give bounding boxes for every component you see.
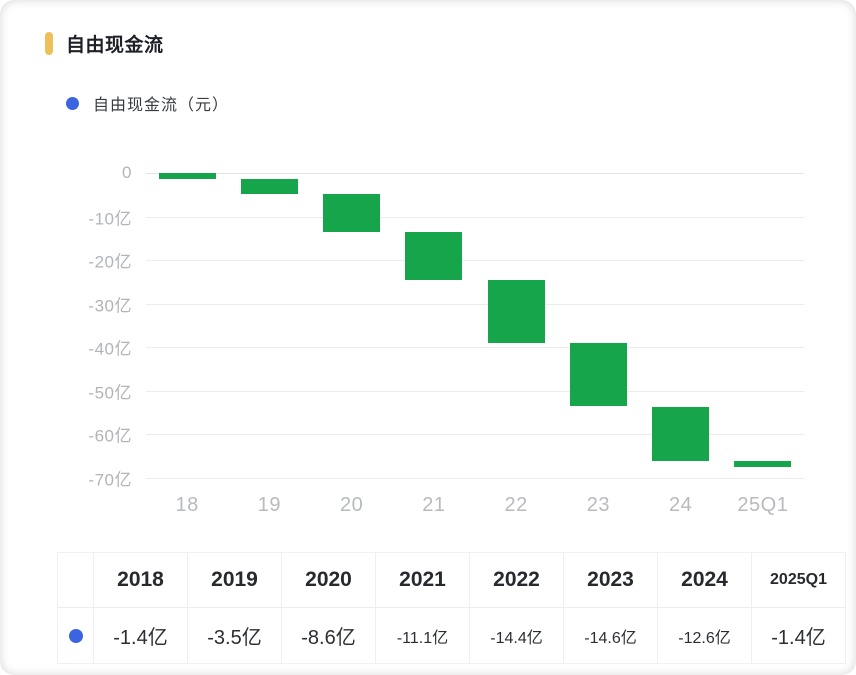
x-tick-label: 20	[339, 494, 364, 516]
table-header-2021: 2021	[376, 553, 470, 607]
series-dot-icon	[68, 628, 83, 643]
table-value-2022: -14.4亿	[470, 608, 564, 663]
table-header-2025Q1: 2025Q1	[752, 553, 845, 607]
table-header-2018: 2018	[94, 553, 188, 607]
table-value-2020: -8.6亿	[282, 608, 376, 663]
table-value-2021: -11.1亿	[376, 608, 470, 663]
table-header-2019: 2019	[188, 553, 282, 607]
waterfall-bar-21	[405, 231, 463, 281]
waterfall-bar-22	[487, 280, 545, 343]
waterfall-bar-20	[323, 194, 381, 232]
table-header-row: 2018 2019 2020 2021 2022 2023 2024 2025Q1	[58, 553, 845, 608]
table-header-2023: 2023	[564, 553, 658, 607]
series-dot-icon	[66, 96, 79, 110]
series-legend[interactable]: 自由现金流（元）	[66, 91, 229, 115]
x-axis: 18 19 20 21 22 23 24 25Q1	[146, 494, 804, 526]
gridline	[146, 347, 804, 349]
y-tick-label: -20亿	[88, 252, 132, 272]
gridline	[146, 173, 804, 174]
waterfall-bar-25Q1	[734, 461, 792, 468]
y-tick-label: -50亿	[88, 383, 132, 403]
gridline	[146, 390, 804, 392]
x-tick-label: 21	[422, 494, 446, 516]
table-data-row: -1.4亿 -3.5亿 -8.6亿 -11.1亿 -14.4亿 -14.6亿 -12.6亿 -…	[58, 608, 845, 663]
y-tick-label: -10亿	[88, 209, 132, 229]
gridline	[146, 434, 804, 436]
waterfall-bar-18	[158, 173, 216, 180]
table-value-2019: -3.5亿	[188, 608, 282, 663]
card-header: 自由现金流	[45, 30, 164, 57]
waterfall-bar-19	[240, 179, 298, 195]
table-corner-cell	[58, 553, 94, 607]
gridline	[146, 478, 804, 479]
table-value-2024: -12.6亿	[658, 608, 752, 663]
table-header-2024: 2024	[658, 553, 752, 607]
waterfall-bar-23	[569, 342, 627, 407]
table-value-2023: -14.6亿	[564, 608, 658, 663]
series-legend-label: 自由现金流（元）	[93, 97, 230, 114]
x-tick-label: 25Q1	[737, 494, 789, 516]
gridline	[146, 216, 804, 218]
y-axis: 0 -10亿 -20亿 -30亿 -40亿 -50亿 -60亿 -70亿	[0, 163, 132, 490]
y-tick-label: 0	[122, 163, 132, 182]
y-tick-label: -70亿	[88, 470, 132, 490]
table-value-2025Q1: -1.4亿	[752, 608, 845, 663]
title-accent-bar-icon	[45, 32, 53, 55]
table-header-2022: 2022	[470, 553, 564, 607]
x-tick-label: 19	[257, 494, 282, 516]
x-tick-label: 22	[504, 494, 528, 516]
waterfall-chart: 0 -10亿 -20亿 -30亿 -40亿 -50亿 -60亿 -70亿 18 19 20 21 22…	[0, 163, 804, 526]
gridline	[146, 260, 804, 262]
y-tick-label: -30亿	[88, 296, 132, 316]
table-series-dot-cell	[58, 608, 94, 663]
data-table: 2018 2019 2020 2021 2022 2023 2024 2025Q1 -1.4亿…	[57, 552, 846, 664]
x-tick-label: 23	[586, 494, 611, 516]
y-tick-label: -60亿	[88, 426, 132, 446]
page-title: 自由现金流	[66, 35, 164, 56]
gridline	[146, 303, 804, 305]
x-tick-label: 24	[668, 494, 693, 516]
x-tick-label: 18	[175, 494, 199, 516]
table-value-2018: -1.4亿	[94, 608, 188, 663]
waterfall-bar-24	[652, 406, 710, 462]
y-tick-label: -40亿	[88, 339, 132, 359]
table-header-2020: 2020	[282, 553, 376, 607]
plot-area	[146, 173, 804, 479]
